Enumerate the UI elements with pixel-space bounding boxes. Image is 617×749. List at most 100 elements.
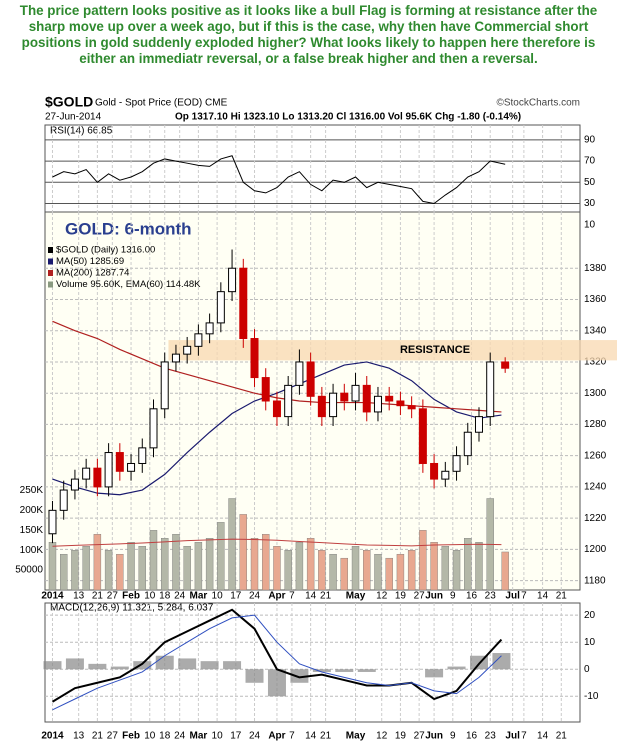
y-tick-label: 1200 — [584, 544, 607, 555]
y-tick-label: -10 — [584, 691, 599, 702]
commentary: The price pattern looks positive as it l… — [19, 3, 598, 66]
resistance-label: RESISTANCE — [400, 344, 470, 356]
x-tick-label: 10 — [144, 731, 156, 742]
volume-bar — [116, 553, 124, 591]
volume-bar — [60, 553, 68, 591]
candle-body — [138, 447, 147, 464]
y-tick-label: 10 — [584, 219, 596, 230]
x-tick-label: Jul — [505, 591, 520, 602]
candle-body — [272, 400, 281, 418]
x-tick-label: 27 — [414, 731, 426, 742]
candle-body — [228, 267, 237, 293]
x-tick-label: 19 — [395, 591, 407, 602]
x-tick-label: 12 — [376, 591, 388, 602]
x-tick-label: Mar — [189, 731, 207, 742]
candle-body — [396, 400, 405, 407]
candle-body — [407, 405, 416, 410]
macd-line — [51, 608, 503, 703]
x-tick-label: 18 — [159, 591, 171, 602]
volume-bar — [430, 542, 438, 591]
volume-bar — [306, 538, 315, 591]
macd-histogram — [65, 658, 84, 670]
x-tick-label: 24 — [249, 731, 261, 742]
y-tick-label: 70 — [584, 156, 596, 167]
volume-bar — [452, 550, 461, 591]
macd-histogram — [43, 661, 62, 670]
volume-bar — [441, 546, 450, 591]
candle-body — [474, 416, 483, 433]
x-tick-label: 24 — [174, 731, 186, 742]
rsi-panel — [44, 124, 581, 213]
x-tick-label: Jun — [425, 591, 443, 602]
y-tick-label: 50 — [584, 177, 596, 188]
subtitle: Gold - Spot Price (EOD) CME — [95, 98, 228, 109]
annotation: GOLD: 6-month — [65, 219, 192, 238]
macd-histogram — [133, 661, 152, 670]
y-tick-label: 200K — [20, 505, 44, 516]
y-tick-label: 30 — [584, 198, 596, 209]
x-tick-label: 10 — [144, 591, 156, 602]
volume-bar — [217, 522, 225, 591]
candle-body — [284, 384, 293, 418]
x-tick-label: 9 — [450, 731, 456, 742]
candle-body — [160, 361, 169, 410]
x-tick-label: 24 — [174, 591, 186, 602]
volume-bar — [172, 534, 180, 591]
volume-bar — [407, 550, 416, 591]
macd-histogram — [178, 658, 197, 670]
x-tick-label: 14 — [537, 591, 549, 602]
y-tick-label: 100K — [20, 545, 44, 556]
candle-body — [115, 452, 124, 472]
volume-bar — [104, 550, 113, 591]
candle-body — [82, 467, 91, 480]
x-tick-label: Mar — [189, 591, 207, 602]
volume-bar — [149, 530, 158, 591]
candle-body — [171, 353, 180, 363]
macd-histogram — [200, 661, 219, 670]
x-tick-label: 21 — [320, 731, 332, 742]
candle-body — [205, 322, 214, 335]
y-tick-label: 90 — [584, 134, 596, 145]
y-tick-label: 20 — [584, 610, 596, 621]
volume-ema — [52, 538, 502, 547]
volume-bar — [464, 538, 472, 591]
legend-swatch — [48, 270, 53, 276]
volume-bar — [48, 542, 57, 591]
candle-body — [70, 478, 79, 491]
y-tick-label: 1280 — [584, 419, 607, 430]
legend-entry: MA(50) 1285.69 — [56, 256, 124, 267]
candle-body — [127, 462, 136, 472]
quote: Op 1317.10 Hi 1323.10 Lo 1313.20 Cl 1316… — [175, 112, 521, 123]
symbol: $GOLD — [45, 94, 93, 110]
volume-bar — [239, 514, 247, 591]
candle-body — [295, 361, 304, 386]
x-tick-label: 21 — [556, 591, 568, 602]
x-tick-label: 9 — [450, 591, 456, 602]
x-tick-label: 27 — [414, 591, 426, 602]
y-tick-label: 1300 — [584, 388, 607, 399]
x-tick-label: 23 — [485, 731, 497, 742]
volume-bar — [475, 542, 483, 591]
x-tick-label: 18 — [159, 731, 171, 742]
y-tick-label: 1180 — [584, 575, 606, 586]
y-tick-label: 1360 — [584, 294, 607, 305]
candle-body — [239, 267, 248, 340]
volume-bar — [93, 534, 102, 591]
x-tick-label: 12 — [376, 731, 388, 742]
x-tick-label: 13 — [73, 731, 85, 742]
volume-bar — [71, 550, 79, 591]
macd-histogram — [290, 669, 309, 683]
x-tick-label: May — [346, 591, 366, 602]
volume-bar — [284, 550, 292, 591]
volume-bar — [295, 542, 304, 591]
volume-bar — [396, 553, 405, 591]
y-tick-label: 1320 — [584, 357, 607, 368]
volume-bar — [385, 557, 393, 591]
volume-bar — [273, 546, 281, 591]
x-tick-label: 27 — [107, 731, 119, 742]
volume-bar — [262, 534, 270, 591]
source: ©StockCharts.com — [496, 98, 580, 109]
rsi-line — [52, 155, 506, 205]
x-tick-label: Jun — [425, 731, 443, 742]
